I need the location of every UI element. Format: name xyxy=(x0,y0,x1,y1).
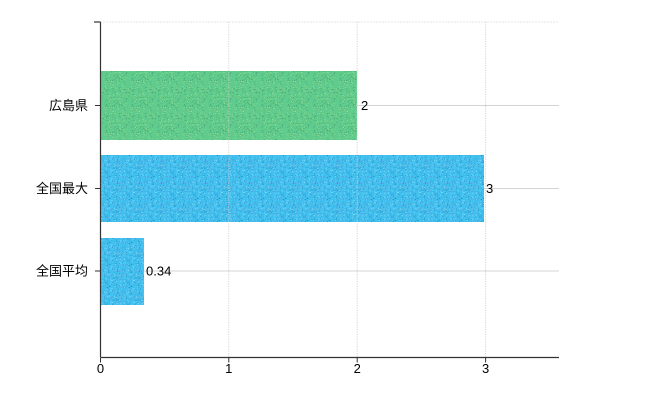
svg-text:0: 0 xyxy=(97,361,104,376)
svg-text:3: 3 xyxy=(482,361,489,376)
svg-text:1: 1 xyxy=(225,361,232,376)
svg-text:全国平均: 全国平均 xyxy=(36,264,88,279)
svg-text:広島県: 広島県 xyxy=(49,98,88,113)
svg-text:全国最大: 全国最大 xyxy=(36,181,88,196)
svg-text:2: 2 xyxy=(354,361,361,376)
svg-text:0.34: 0.34 xyxy=(146,264,171,279)
svg-text:2: 2 xyxy=(361,98,368,113)
svg-text:3: 3 xyxy=(486,181,493,196)
